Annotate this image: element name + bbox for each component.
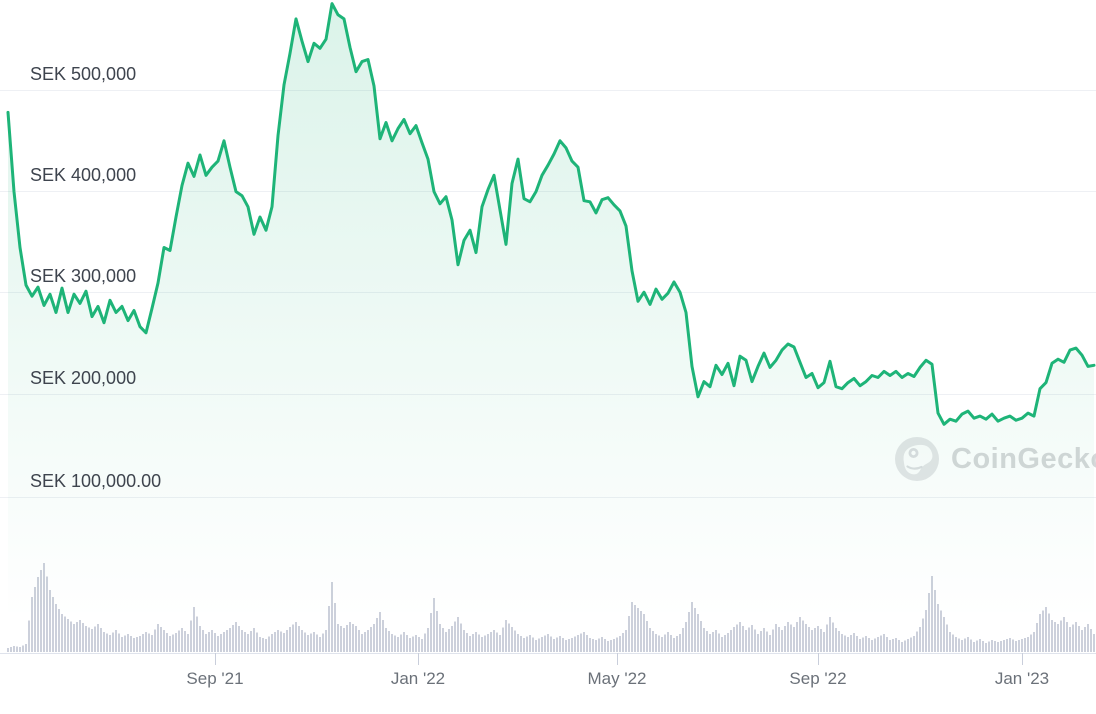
y-axis-label: SEK 100,000.00 [30, 471, 162, 491]
x-axis-label: May '22 [587, 669, 647, 688]
y-axis-label: SEK 400,000 [30, 165, 137, 185]
y-axis-label: SEK 300,000 [30, 266, 137, 286]
x-axis-tick [418, 653, 419, 665]
x-axis-tick [818, 653, 819, 665]
y-gridline [0, 90, 1096, 91]
y-axis-label: SEK 200,000 [30, 368, 137, 388]
x-axis-tick [1022, 653, 1023, 665]
x-axis-label: Jan '22 [390, 669, 446, 688]
x-axis-line [0, 653, 1096, 654]
y-axis-label: SEK 500,000 [30, 64, 137, 84]
x-axis-label: Sep '21 [186, 669, 244, 688]
x-axis-label: Jan '23 [994, 669, 1050, 688]
x-axis-label: Sep '22 [789, 669, 847, 688]
price-area-fill [8, 3, 1094, 653]
x-axis-tick [617, 653, 618, 665]
x-axis-tick [215, 653, 216, 665]
price-line [6, 2, 1096, 426]
